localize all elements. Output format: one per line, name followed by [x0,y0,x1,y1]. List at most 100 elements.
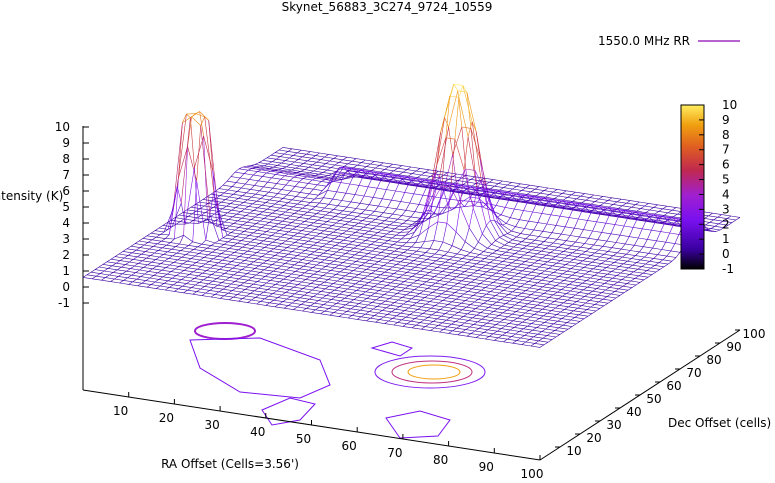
mesh-segment [404,310,414,313]
mesh-segment [241,217,252,220]
mesh-segment [722,218,728,222]
mesh-segment [456,325,461,329]
mesh-segment [518,273,528,276]
mesh-segment [585,273,595,276]
mesh-segment [288,253,298,256]
mesh-segment [235,256,240,260]
mesh-segment [462,85,468,93]
mesh-segment [202,199,213,202]
mesh-segment [473,295,483,298]
mesh-segment [651,221,662,224]
mesh-segment [636,210,646,213]
mesh-segment [555,285,566,288]
mesh-segment [368,282,378,285]
mesh-segment [222,208,232,211]
mesh-segment [402,169,408,173]
mesh-segment [215,269,220,273]
mesh-segment [216,197,226,200]
mesh-segment [148,268,153,272]
mesh-segment [442,188,453,191]
mesh-segment [491,194,501,197]
mesh-segment [296,172,306,175]
mesh-segment [519,279,529,282]
mesh-segment [257,281,267,284]
mesh-segment [561,315,566,319]
mesh-segment [356,208,366,211]
mesh-segment [577,278,587,281]
mesh-segment [511,282,516,286]
mesh-segment [670,222,675,225]
mesh-segment [354,225,364,228]
mesh-segment [266,157,277,160]
mesh-segment [462,255,467,259]
mesh-segment [233,274,244,277]
mesh-segment [190,204,196,208]
mesh-segment [222,288,233,291]
mesh-segment [335,220,341,224]
mesh-segment [670,243,676,252]
mesh-segment [618,285,624,290]
mesh-segment [209,261,219,264]
mesh-segment [597,232,602,240]
mesh-segment [507,287,517,290]
mesh-segment [530,316,540,319]
mesh-segment [618,208,628,211]
mesh-segment [240,262,250,265]
mesh-segment [293,309,303,312]
mesh-segment [439,177,449,180]
mesh-segment [128,255,138,258]
mesh-segment [482,193,492,196]
mesh-segment [305,227,316,230]
mesh-segment [260,220,270,223]
mesh-segment [418,315,429,318]
mesh-segment [235,258,245,261]
mesh-segment [201,292,206,296]
mesh-segment [272,212,282,215]
mesh-segment [318,223,324,228]
mesh-segment [167,251,177,254]
mesh-segment [412,302,417,306]
mesh-segment [525,234,531,239]
mesh-segment [141,251,146,255]
mesh-segment [595,259,606,262]
mesh-segment [182,263,193,266]
mesh-segment [344,295,349,299]
mesh-segment [188,241,193,246]
mesh-segment [639,251,649,254]
mesh-segment [404,281,414,284]
mesh-segment [552,316,562,319]
mesh-segment [528,220,538,223]
mesh-segment [150,230,156,234]
mesh-segment [353,270,363,273]
mesh-segment [588,293,598,296]
mesh-segment [426,181,432,187]
mesh-segment [480,180,490,183]
mesh-segment [219,266,224,270]
mesh-segment [271,177,281,180]
mesh-segment [494,317,505,320]
mesh-segment [599,205,610,208]
mesh-segment [150,284,161,287]
mesh-segment [101,279,111,282]
mesh-segment [266,208,277,211]
mesh-segment [601,211,611,214]
mesh-segment [465,168,475,171]
mesh-segment [213,207,223,210]
mesh-segment [461,300,466,304]
mesh-segment [547,232,553,239]
mesh-segment [591,281,596,285]
mesh-segment [549,326,559,329]
mesh-segment [441,290,446,295]
mesh-segment [554,200,560,207]
mesh-segment [555,282,561,286]
mesh-segment [519,219,529,222]
mesh-segment [621,212,626,218]
mesh-segment [377,303,382,307]
mesh-segment [565,313,570,317]
mesh-segment [457,253,467,256]
mesh-segment [487,247,497,251]
mesh-segment [214,294,225,297]
mesh-segment [232,186,242,189]
mesh-segment [386,180,397,183]
mesh-segment [241,269,252,272]
